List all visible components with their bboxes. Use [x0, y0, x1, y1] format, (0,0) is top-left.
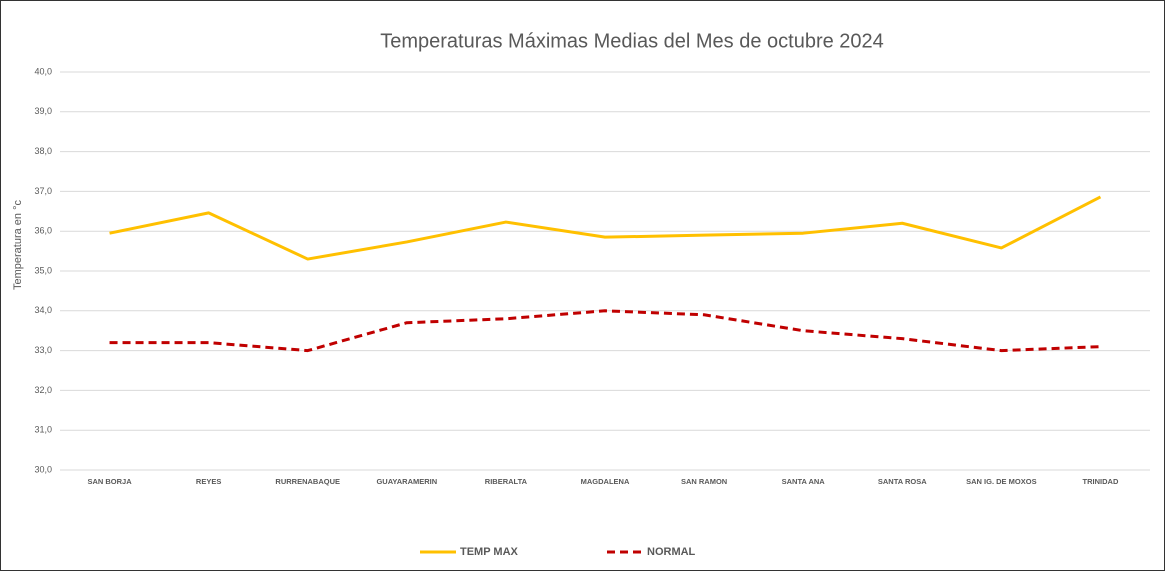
x-tick-label: SANTA ROSA [878, 477, 927, 486]
y-tick-label: 33,0 [34, 345, 52, 355]
y-tick-label: 31,0 [34, 425, 52, 435]
y-tick-label: 35,0 [34, 265, 52, 275]
x-tick-label: SANTA ANA [782, 477, 826, 486]
chart-title: Temperaturas Máximas Medias del Mes de o… [380, 30, 884, 52]
legend-label: NORMAL [647, 546, 696, 558]
y-axis-label: Temperatura en °c [12, 200, 24, 290]
y-tick-label: 39,0 [34, 106, 52, 116]
y-tick-label: 37,0 [34, 186, 52, 196]
x-tick-label: REYES [196, 477, 221, 486]
x-tick-label: SAN RAMON [681, 477, 727, 486]
x-tick-label: SAN BORJA [87, 477, 132, 486]
x-tick-label: SAN IG. DE MOXOS [966, 477, 1036, 486]
x-tick-label: MAGDALENA [581, 477, 630, 486]
x-tick-label: TRINIDAD [1083, 477, 1119, 486]
y-tick-label: 34,0 [34, 305, 52, 315]
y-tick-label: 38,0 [34, 146, 52, 156]
y-tick-label: 40,0 [34, 66, 52, 76]
series-line [109, 195, 1102, 261]
y-tick-label: 30,0 [34, 464, 52, 474]
y-tick-label: 36,0 [34, 226, 52, 236]
series-line [109, 309, 1101, 353]
legend-label: TEMP MAX [460, 546, 519, 558]
x-tick-label: RURRENABAQUE [275, 477, 340, 486]
x-tick-label: RIBERALTA [485, 477, 528, 486]
y-tick-label: 32,0 [34, 385, 52, 395]
x-tick-label: GUAYARAMERIN [376, 477, 437, 486]
